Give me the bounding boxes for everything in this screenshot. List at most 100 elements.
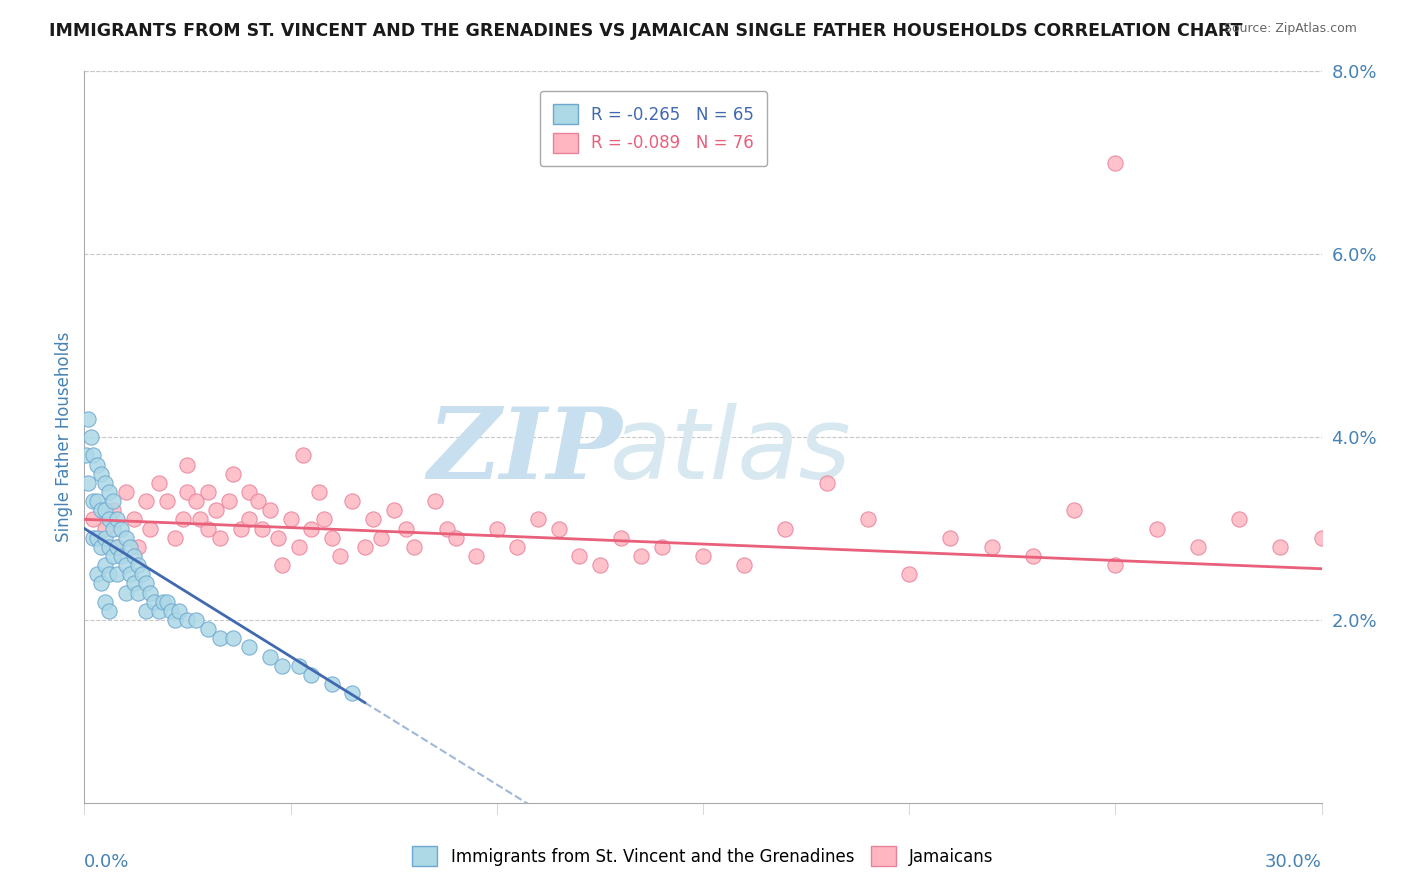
Point	[815, 475, 838, 490]
Point	[321, 531, 343, 545]
Point	[94, 531, 117, 545]
Point	[342, 494, 364, 508]
Point	[77, 412, 100, 426]
Point	[131, 567, 153, 582]
Point	[436, 521, 458, 535]
Point	[288, 540, 311, 554]
Point	[291, 449, 314, 463]
Point	[299, 667, 322, 681]
Point	[118, 540, 141, 554]
Point	[79, 430, 101, 444]
Point	[939, 531, 962, 545]
Point	[148, 475, 170, 490]
Point	[98, 604, 121, 618]
Point	[308, 485, 330, 500]
Point	[94, 595, 117, 609]
Point	[259, 503, 281, 517]
Point	[103, 549, 125, 563]
Point	[165, 531, 187, 545]
Point	[197, 521, 219, 535]
Point	[775, 521, 797, 535]
Point	[105, 512, 128, 526]
Point	[105, 540, 128, 554]
Point	[94, 521, 117, 535]
Point	[98, 540, 121, 554]
Point	[122, 549, 145, 563]
Point	[267, 531, 290, 545]
Point	[103, 494, 125, 508]
Point	[1227, 512, 1250, 526]
Point	[82, 512, 104, 526]
Point	[589, 558, 612, 573]
Point	[568, 549, 591, 563]
Point	[238, 512, 260, 526]
Point	[288, 658, 311, 673]
Point	[222, 467, 245, 481]
Point	[280, 512, 302, 526]
Point	[86, 458, 108, 472]
Point	[122, 576, 145, 591]
Point	[209, 531, 232, 545]
Point	[135, 604, 157, 618]
Point	[135, 576, 157, 591]
Point	[82, 494, 104, 508]
Point	[229, 521, 252, 535]
Point	[135, 494, 157, 508]
Point	[110, 549, 132, 563]
Point	[86, 531, 108, 545]
Text: ZIP: ZIP	[427, 403, 623, 500]
Point	[98, 512, 121, 526]
Point	[94, 558, 117, 573]
Point	[395, 521, 418, 535]
Point	[156, 494, 179, 508]
Point	[197, 622, 219, 636]
Text: atlas: atlas	[610, 403, 852, 500]
Point	[98, 485, 121, 500]
Point	[259, 649, 281, 664]
Point	[547, 521, 569, 535]
Point	[692, 549, 714, 563]
Point	[1022, 549, 1045, 563]
Point	[444, 531, 467, 545]
Point	[94, 503, 117, 517]
Point	[103, 521, 125, 535]
Point	[651, 540, 673, 554]
Point	[980, 540, 1002, 554]
Point	[630, 549, 652, 563]
Point	[94, 475, 117, 490]
Point	[1310, 531, 1333, 545]
Point	[609, 531, 631, 545]
Point	[103, 503, 125, 517]
Point	[1146, 521, 1168, 535]
Legend: Immigrants from St. Vincent and the Grenadines, Jamaicans: Immigrants from St. Vincent and the Gren…	[404, 838, 1002, 875]
Point	[271, 658, 294, 673]
Point	[127, 558, 149, 573]
Point	[176, 458, 198, 472]
Point	[856, 512, 879, 526]
Point	[353, 540, 375, 554]
Point	[114, 531, 136, 545]
Point	[250, 521, 273, 535]
Point	[321, 677, 343, 691]
Point	[312, 512, 335, 526]
Point	[1187, 540, 1209, 554]
Point	[176, 613, 198, 627]
Point	[299, 521, 322, 535]
Point	[90, 576, 112, 591]
Point	[90, 503, 112, 517]
Point	[127, 585, 149, 599]
Point	[197, 485, 219, 500]
Point	[105, 567, 128, 582]
Point	[90, 467, 112, 481]
Point	[1104, 558, 1126, 573]
Text: Source: ZipAtlas.com: Source: ZipAtlas.com	[1223, 22, 1357, 36]
Point	[114, 585, 136, 599]
Point	[1104, 155, 1126, 169]
Point	[898, 567, 921, 582]
Point	[105, 540, 128, 554]
Point	[127, 540, 149, 554]
Point	[98, 567, 121, 582]
Point	[222, 632, 245, 646]
Point	[218, 494, 240, 508]
Point	[465, 549, 488, 563]
